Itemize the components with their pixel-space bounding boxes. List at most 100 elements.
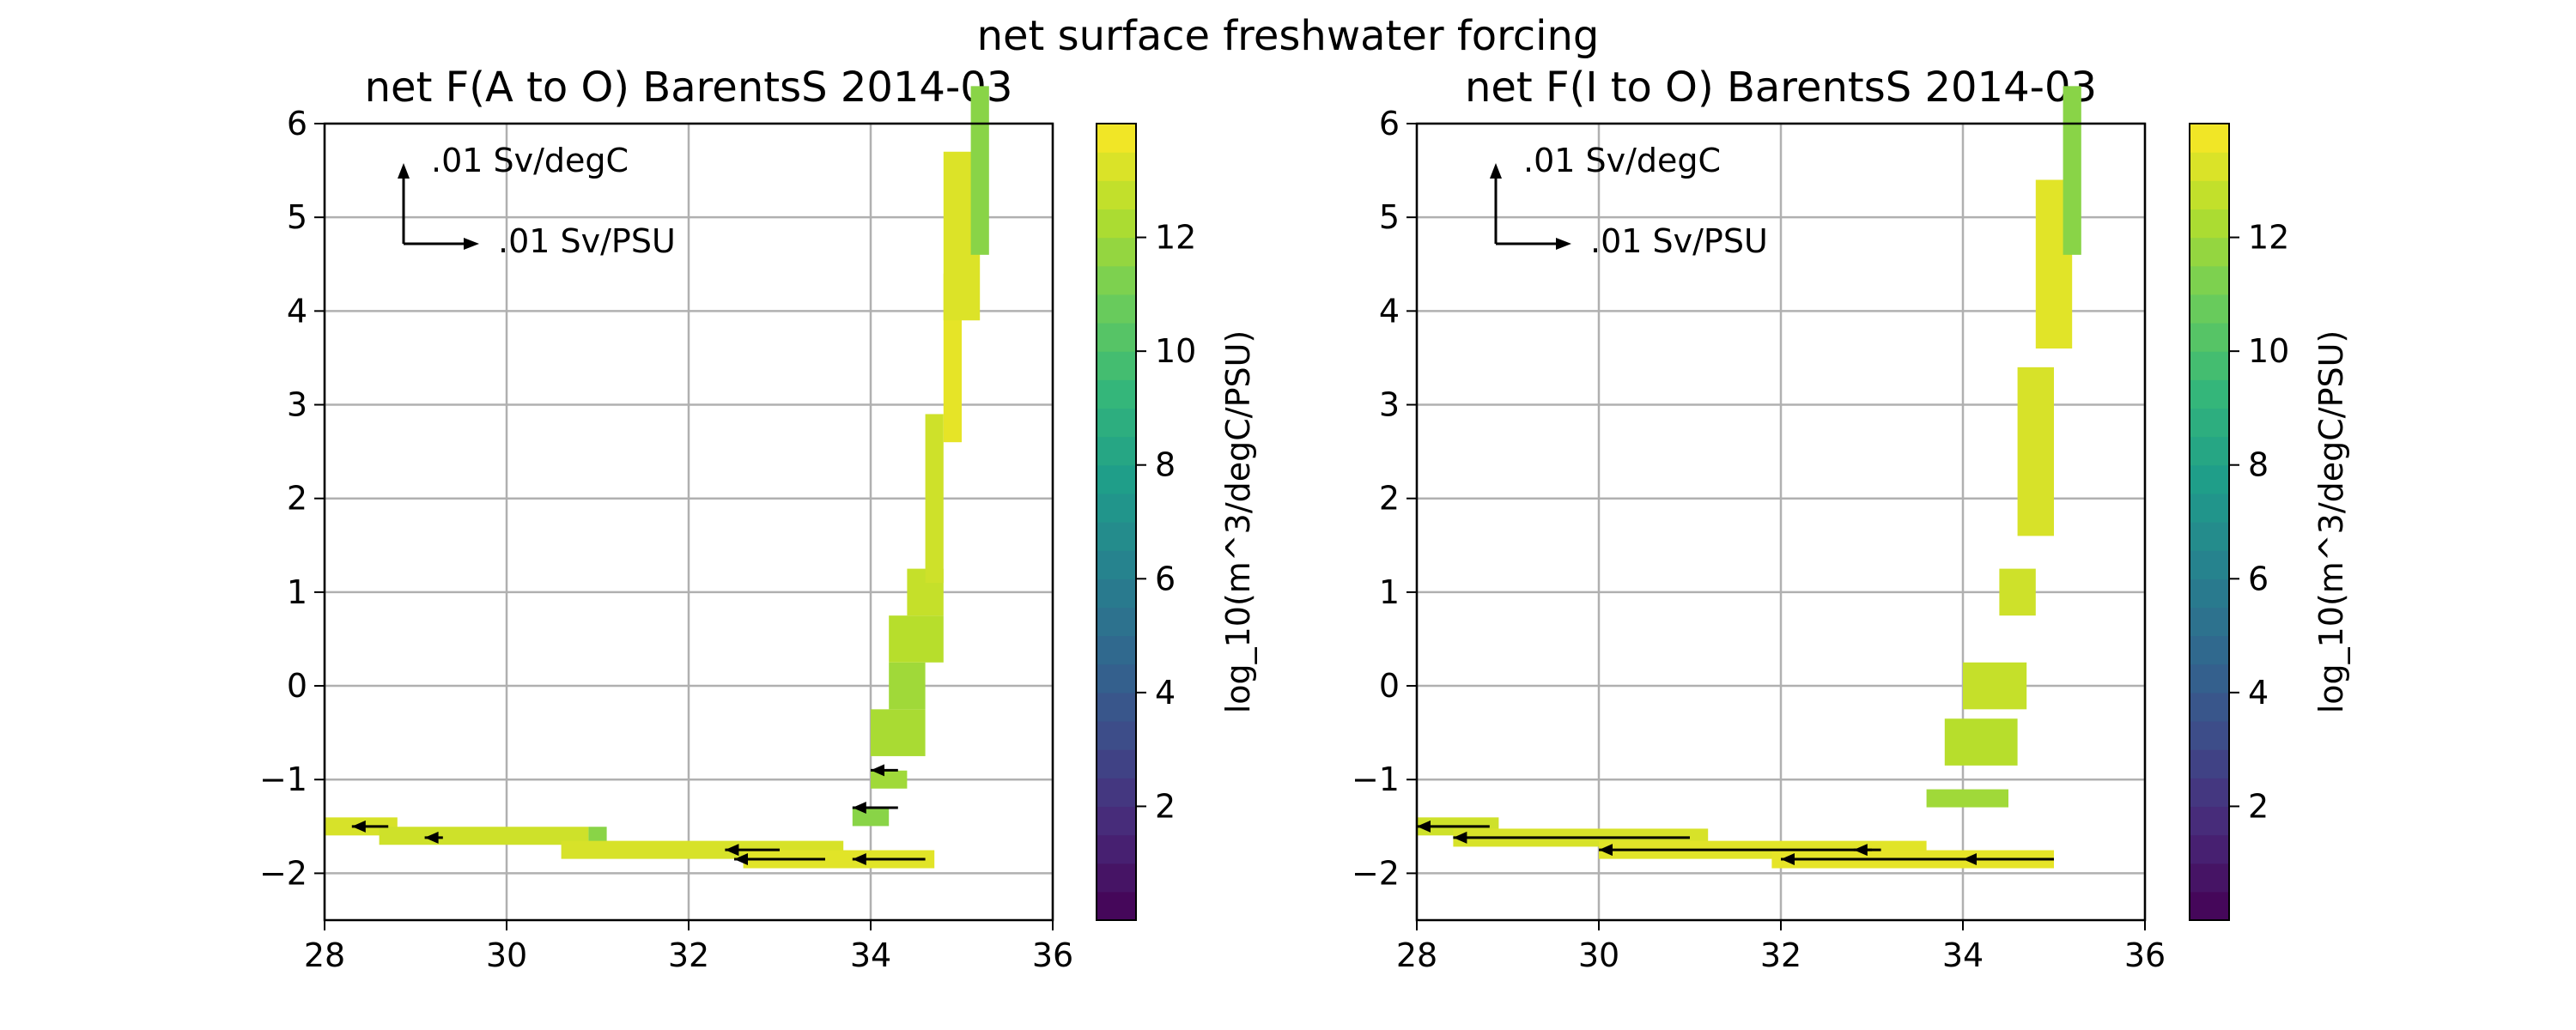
colorbar-segment (1097, 891, 1136, 921)
colorbar-segment (1097, 778, 1136, 808)
x-tick-label: 32 (668, 936, 709, 974)
colorbar-segment (2190, 464, 2229, 494)
colorbar-tick-label: 4 (2248, 674, 2269, 712)
quiver-key-vertical-label: .01 Sv/degC (1523, 142, 1721, 179)
colorbar-segment (2190, 408, 2229, 438)
colorbar-segment (1097, 806, 1136, 836)
colorbar-segment (1097, 408, 1136, 438)
y-tick-label: 6 (287, 105, 307, 142)
colorbar-segment (2190, 891, 2229, 921)
colorbar-segment (2190, 806, 2229, 836)
colorbar-label: log_10(m^3/degC/PSU) (1219, 330, 1257, 714)
y-tick-label: 5 (287, 198, 307, 236)
colorbar-tick-label: 8 (1155, 446, 1176, 484)
colorbar-tick-label: 6 (2248, 560, 2269, 597)
heatmap-cell (1944, 718, 2018, 766)
colorbar-segment (1097, 522, 1136, 551)
y-tick-label: −2 (259, 854, 307, 892)
y-tick-label: 1 (287, 573, 307, 611)
colorbar-tick-label: 12 (1155, 219, 1196, 257)
colorbar-frame (1096, 123, 1137, 921)
heatmap-cell (852, 808, 890, 827)
colorbar-segment (2190, 265, 2229, 295)
quiver-key-vertical-head (398, 163, 410, 179)
colorbar-segment (1097, 834, 1136, 864)
y-tick-label: −1 (259, 760, 307, 798)
heatmap-cell (1926, 789, 2008, 808)
colorbar-segment (1097, 493, 1136, 523)
colorbar-segment (1097, 663, 1136, 694)
axes-frame (323, 122, 1054, 922)
quiver-key-vertical-label: .01 Sv/degC (431, 142, 629, 179)
colorbar-segment (2190, 209, 2229, 239)
y-tick-label: 0 (287, 667, 307, 705)
x-tick-label: 34 (850, 936, 891, 974)
y-tick-label: 4 (287, 292, 307, 330)
colorbar-segment (1097, 152, 1136, 181)
flux-arrow-head (1453, 831, 1467, 844)
colorbar-segment (1097, 464, 1136, 494)
colorbar-segment (1097, 294, 1136, 324)
colorbar-segment (2190, 721, 2229, 750)
heatmap-cell (925, 414, 944, 583)
flux-arrow-head (852, 853, 866, 866)
heatmap-cell (871, 709, 926, 756)
colorbar-segment (2190, 834, 2229, 864)
flux-arrow-head (734, 853, 748, 866)
colorbar-segment (2190, 778, 2229, 808)
flux-arrow-head (1853, 844, 1868, 857)
figure-title: net surface freshwater forcing (977, 12, 1600, 60)
quiver-key-horizontal-label: .01 Sv/PSU (498, 222, 676, 260)
quiver-key-horizontal-head (464, 238, 479, 250)
colorbar-segment (1097, 579, 1136, 609)
y-tick-label: −1 (1352, 760, 1400, 798)
colorbar-segment (2190, 379, 2229, 409)
heatmap-cell (970, 86, 989, 255)
flux-arrow-head (1963, 853, 1977, 866)
colorbar-segment (1097, 265, 1136, 295)
flux-arrow-head (1781, 853, 1795, 866)
colorbar-segment (1097, 749, 1136, 779)
colorbar-segment (2190, 323, 2229, 352)
panel-title: net F(A to O) BarentsS 2014-03 (365, 64, 1013, 112)
colorbar-segment (2190, 493, 2229, 523)
panel-title: net F(I to O) BarentsS 2014-03 (1465, 64, 2097, 112)
heatmap-cell (1999, 568, 2036, 616)
colorbar-segment (1097, 209, 1136, 239)
colorbar-tick-label: 12 (2248, 219, 2289, 257)
flux-arrow-head (852, 801, 866, 814)
colorbar-tick-label: 4 (1155, 674, 1176, 712)
heatmap-cell (2017, 367, 2054, 536)
colorbar-segment (2190, 607, 2229, 637)
colorbar-segment (1097, 550, 1136, 579)
flux-arrow-head (871, 764, 884, 777)
colorbar-tick-label: 2 (2248, 787, 2269, 825)
x-tick-label: 36 (2124, 936, 2166, 974)
x-tick-label: 30 (486, 936, 527, 974)
x-tick-label: 28 (1396, 936, 1437, 974)
colorbar-segment (1097, 692, 1136, 722)
flux-arrow-head (424, 831, 439, 844)
colorbar-segment (1097, 436, 1136, 466)
colorbar-segment (2190, 436, 2229, 466)
flux-arrow-head (1417, 820, 1431, 833)
colorbar-segment (2190, 152, 2229, 181)
colorbar-segment (2190, 579, 2229, 609)
heatmap-cell (588, 827, 607, 845)
y-tick-label: 4 (1379, 292, 1400, 330)
heatmap-cell (379, 827, 589, 845)
x-tick-label: 28 (304, 936, 345, 974)
colorbar-segment (2190, 635, 2229, 665)
colorbar-tick-label: 10 (2248, 332, 2289, 370)
colorbar-segment (2190, 550, 2229, 579)
y-tick-label: 1 (1379, 573, 1400, 611)
quiver-key-horizontal-label: .01 Sv/PSU (1590, 222, 1768, 260)
colorbar-segment (1097, 721, 1136, 750)
heatmap-cell (871, 770, 908, 789)
colorbar-segment (1097, 607, 1136, 637)
y-tick-label: 5 (1379, 198, 1400, 236)
colorbar-tick-label: 10 (1155, 332, 1196, 370)
quiver-key-vertical-head (1490, 163, 1502, 179)
x-tick-label: 30 (1578, 936, 1619, 974)
colorbar-segment (1097, 124, 1136, 153)
